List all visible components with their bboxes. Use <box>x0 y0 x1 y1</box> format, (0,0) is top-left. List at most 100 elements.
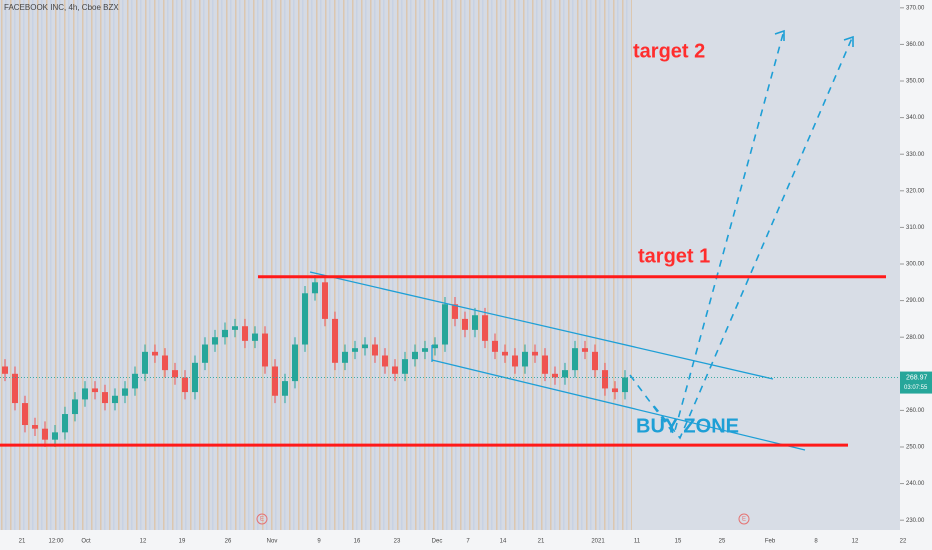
x-tick-label: Oct <box>81 539 91 545</box>
y-tick-label: 300.00 <box>906 262 925 268</box>
x-tick-label: 25 <box>719 539 726 545</box>
candle-body <box>382 355 388 367</box>
x-tick-label: 9 <box>317 539 321 545</box>
x-tick-label: 2021 <box>591 539 605 545</box>
candle-body <box>22 403 28 426</box>
x-tick-label: 21 <box>538 539 545 545</box>
candle-body <box>442 304 448 345</box>
candle-body <box>412 351 418 360</box>
candle-body <box>262 333 268 367</box>
drawings <box>309 29 854 451</box>
candle-body <box>282 381 288 396</box>
candle-body <box>472 315 478 330</box>
candle-body <box>242 326 248 341</box>
candle-body <box>532 351 538 356</box>
candle-body <box>462 318 468 330</box>
candles <box>2 274 628 447</box>
x-tick-label: 14 <box>500 539 507 545</box>
x-tick-label: 26 <box>225 539 232 545</box>
candle-body <box>152 351 158 356</box>
y-tick-label: 230.00 <box>906 518 925 524</box>
y-tick-label: 290.00 <box>906 298 925 304</box>
candle-body <box>582 348 588 352</box>
event-circle <box>738 513 750 525</box>
arrow-head <box>774 29 854 47</box>
candle-body <box>552 373 558 378</box>
x-tick-label: 22 <box>900 539 907 545</box>
candle-body <box>142 351 148 374</box>
y-tick-label: 250.00 <box>906 445 925 451</box>
y-tick-label: 280.00 <box>906 335 925 341</box>
candle-body <box>302 293 308 345</box>
annotation: target 1 <box>638 245 710 267</box>
candle-body <box>492 340 498 352</box>
candle-body <box>2 366 8 374</box>
candle-body <box>342 351 348 363</box>
grid <box>900 7 904 521</box>
channel-lower <box>431 359 806 451</box>
y-tick-label: 260.00 <box>906 408 925 414</box>
x-tick-label: Feb <box>765 539 776 545</box>
x-tick-label: 8 <box>814 539 818 545</box>
candle-body <box>202 344 208 363</box>
candle-body <box>102 392 108 404</box>
candle-body <box>522 351 528 367</box>
candle-body <box>112 395 118 404</box>
candle-body <box>332 318 338 363</box>
x-tick-label: 12 <box>852 539 859 545</box>
candle-body <box>32 425 38 429</box>
annotation: target 2 <box>633 40 705 62</box>
candle-body <box>312 282 318 294</box>
x-tick-label: Nov <box>267 539 278 545</box>
candle-body <box>572 348 578 371</box>
session-background <box>0 0 632 530</box>
x-tick-label: 16 <box>354 539 361 545</box>
x-tick-label: 19 <box>179 539 186 545</box>
x-tick-label: 23 <box>394 539 401 545</box>
candle-body <box>162 355 168 371</box>
candle-body <box>372 344 378 356</box>
time-axis <box>0 530 900 550</box>
candle-body <box>272 366 278 396</box>
candle-body <box>182 377 188 393</box>
event-markers: E E <box>256 513 750 525</box>
x-tick-label: 15 <box>675 539 682 545</box>
arrow-path <box>653 37 853 440</box>
channel-upper <box>309 271 774 380</box>
candle-body <box>252 333 258 341</box>
candle-body <box>222 329 228 338</box>
candle-body <box>212 337 218 345</box>
event-label: E <box>742 517 746 523</box>
y-tick-label: 340.00 <box>906 115 925 121</box>
candle-body <box>72 399 78 415</box>
candle-body <box>542 355 548 374</box>
y-tick-label: 320.00 <box>906 188 925 194</box>
last-price-box <box>900 371 932 394</box>
y-tick-label: 360.00 <box>906 42 925 48</box>
candle-body <box>422 348 428 352</box>
candle-body <box>172 370 178 378</box>
candle-body <box>482 315 488 341</box>
candle-body <box>502 351 508 356</box>
candle-body <box>92 388 98 393</box>
candle-body <box>322 282 328 319</box>
candle-body <box>512 355 518 367</box>
candle-body <box>62 414 68 433</box>
candle-body <box>132 373 138 389</box>
countdown-label: 03:07:55 <box>904 385 928 391</box>
event-circle <box>256 513 268 525</box>
x-tick-label: 7 <box>466 539 470 545</box>
annotation: BUY ZONE <box>636 415 739 437</box>
candle-body <box>232 326 238 330</box>
candle-body <box>122 388 128 396</box>
y-tick-label: 240.00 <box>906 481 925 487</box>
symbol-title: FACEBOOK INC, 4h, Cboe BZX <box>4 3 119 12</box>
candle-body <box>602 370 608 389</box>
y-tick-label: 310.00 <box>906 225 925 231</box>
candle-body <box>352 348 358 352</box>
x-tick-label: 21 <box>19 539 26 545</box>
candle-body <box>612 388 618 393</box>
event-label: E <box>260 517 264 523</box>
candle-body <box>622 377 628 393</box>
